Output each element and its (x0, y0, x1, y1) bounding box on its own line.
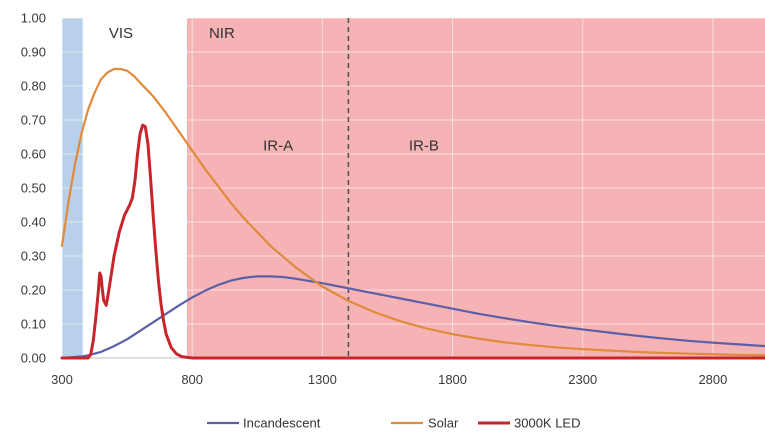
region-label-ir-b: IR-B (409, 138, 439, 155)
series-line-incandescent (60, 275, 765, 360)
y-tick-label: 0.30 (21, 249, 46, 264)
series-line-3000k-led (60, 123, 765, 360)
x-tick-label: 800 (181, 372, 203, 387)
x-tick-label: 1300 (308, 372, 337, 387)
gridlines (61, 17, 765, 359)
legend-label-incandescent: Incandescent (243, 416, 321, 431)
x-tick-label: 300 (51, 372, 73, 387)
legend: Incandescent Solar 3000K LED (207, 416, 581, 431)
region-labels: VIS NIR IR-A IR-B (109, 25, 439, 155)
x-tick-label: 2800 (698, 372, 727, 387)
y-tick-label: 0.20 (21, 283, 46, 298)
tick-labels: 0.00 0.10 0.20 0.30 0.40 0.50 0.60 0.70 0.80 0.90… (21, 11, 728, 388)
region-label-nir: NIR (209, 25, 235, 42)
series-line-solar (60, 67, 765, 357)
y-tick-label: 0.70 (21, 113, 46, 128)
x-tick-label: 1800 (438, 372, 467, 387)
y-tick-label: 0.80 (21, 79, 46, 94)
y-tick-label: 0.10 (21, 317, 46, 332)
region-label-ir-a: IR-A (263, 138, 293, 155)
y-tick-label: 0.40 (21, 215, 46, 230)
y-tick-label: 0.00 (21, 351, 46, 366)
y-tick-label: 0.60 (21, 147, 46, 162)
series-lines (60, 67, 765, 360)
region-label-vis: VIS (109, 25, 133, 42)
legend-label-solar: Solar (428, 416, 459, 431)
legend-label-3000k-led: 3000K LED (514, 416, 581, 431)
x-tick-label: 2300 (568, 372, 597, 387)
y-tick-label: 1.00 (21, 11, 46, 26)
y-tick-label: 0.90 (21, 45, 46, 60)
y-tick-label: 0.50 (21, 181, 46, 196)
